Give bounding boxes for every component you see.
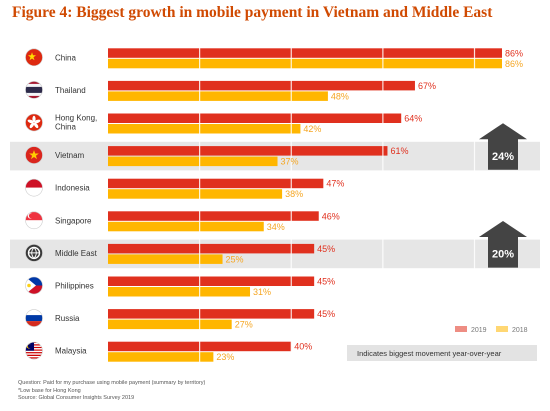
bar-2019-russia <box>108 309 315 319</box>
flag-malaysia-icon <box>25 341 43 360</box>
legend-note-box <box>347 345 537 361</box>
flag-hong-kong-icon <box>25 113 43 132</box>
value-label-2019-malaysia: 40% <box>294 342 312 352</box>
value-label-2019-philippines: 45% <box>317 277 335 287</box>
legend-note: Indicates biggest movement year-over-yea… <box>357 349 502 358</box>
category-label-malaysia: Malaysia <box>55 347 87 356</box>
legend: 2019 2018 Indicates biggest movement yea… <box>347 326 537 361</box>
growth-arrow-middle-east: 20% <box>479 221 527 268</box>
value-label-2019-middle-east: 45% <box>317 244 335 254</box>
flag-china-icon <box>25 48 43 67</box>
flag-thailand-icon <box>25 81 43 99</box>
flag-vietnam-icon <box>25 146 43 164</box>
bar-2019-china <box>108 48 502 58</box>
value-label-2018-middle-east: 25% <box>226 254 244 264</box>
bar-2019-vietnam <box>108 146 388 156</box>
value-label-2019-thailand: 67% <box>418 81 436 91</box>
bar-2018-indonesia <box>108 189 283 199</box>
value-label-2019-indonesia: 47% <box>326 179 344 189</box>
bar-2018-hong-kong-china <box>108 124 301 134</box>
bar-2018-philippines <box>108 287 251 297</box>
category-label-philippines: Philippines <box>55 282 94 291</box>
value-label-2019-russia: 45% <box>317 309 335 319</box>
value-label-2018-philippines: 31% <box>253 287 271 297</box>
value-label-2018-indonesia: 38% <box>285 189 303 199</box>
bar-2019-philippines <box>108 276 315 286</box>
bar-2018-china <box>108 58 502 69</box>
value-label-2018-russia: 27% <box>235 320 253 330</box>
bar-2019-indonesia <box>108 178 324 189</box>
legend-swatch-2018 <box>496 326 508 332</box>
footnote-source: Source: Global Consumer Insights Survey … <box>18 395 135 402</box>
highlight-band-vietnam <box>10 141 540 171</box>
bar-2018-singapore <box>108 221 264 232</box>
value-label-2018-china: 86% <box>505 59 523 69</box>
growth-label-vietnam: 24% <box>492 151 514 163</box>
value-label-2018-malaysia: 23% <box>216 352 234 362</box>
footnote-question: Question: Paid for my purchase using mob… <box>18 380 206 386</box>
bar-2018-middle-east <box>108 254 223 264</box>
footnote-low-base: *Low base for Hong Kong <box>18 387 81 394</box>
chart-title: Figure 4: Biggest growth in mobile payme… <box>12 4 493 21</box>
flag-russia-icon <box>25 309 43 327</box>
bar-2018-thailand <box>108 91 328 101</box>
category-label-hong-kong-china: Hong Kong, China <box>55 114 97 132</box>
bar-2018-vietnam <box>108 156 278 167</box>
value-label-2018-vietnam: 37% <box>281 157 299 167</box>
flag-philippines-icon <box>25 276 43 295</box>
category-label-middle-east: Middle East <box>55 249 98 258</box>
category-label-russia: Russia <box>55 314 80 323</box>
category-label-singapore: Singapore <box>55 216 92 225</box>
value-label-2019-china: 86% <box>505 48 523 58</box>
footnotes: Question: Paid for my purchase using mob… <box>18 380 538 403</box>
legend-label-2019: 2019 <box>471 327 487 334</box>
legend-swatch-2019 <box>455 326 467 332</box>
bar-2019-singapore <box>108 211 319 221</box>
bar-2019-thailand <box>108 80 415 91</box>
flag-indonesia-icon <box>25 178 43 197</box>
category-label-vietnam: Vietnam <box>55 151 85 160</box>
growth-arrow-vietnam: 24% <box>479 123 527 170</box>
bar-2018-russia <box>108 319 232 330</box>
value-label-2018-hong-kong-china: 42% <box>303 124 321 134</box>
category-label-china: China <box>55 53 76 62</box>
value-label-2018-thailand: 48% <box>331 91 349 101</box>
value-label-2018-singapore: 34% <box>267 222 285 232</box>
value-label-2019-singapore: 46% <box>322 211 340 221</box>
category-label-thailand: Thailand <box>55 86 86 95</box>
legend-label-2018: 2018 <box>512 327 528 334</box>
bar-2018-malaysia <box>108 352 214 362</box>
value-label-2019-vietnam: 61% <box>390 146 408 156</box>
flag-singapore-icon <box>25 211 43 230</box>
value-label-2019-hong-kong-china: 64% <box>404 114 422 124</box>
bar-2019-middle-east <box>108 243 315 254</box>
bar-2019-hong-kong-china <box>108 113 402 123</box>
growth-label-middle-east: 20% <box>492 249 514 261</box>
flag-middle-east-icon <box>25 244 43 262</box>
category-label-indonesia: Indonesia <box>55 184 90 193</box>
